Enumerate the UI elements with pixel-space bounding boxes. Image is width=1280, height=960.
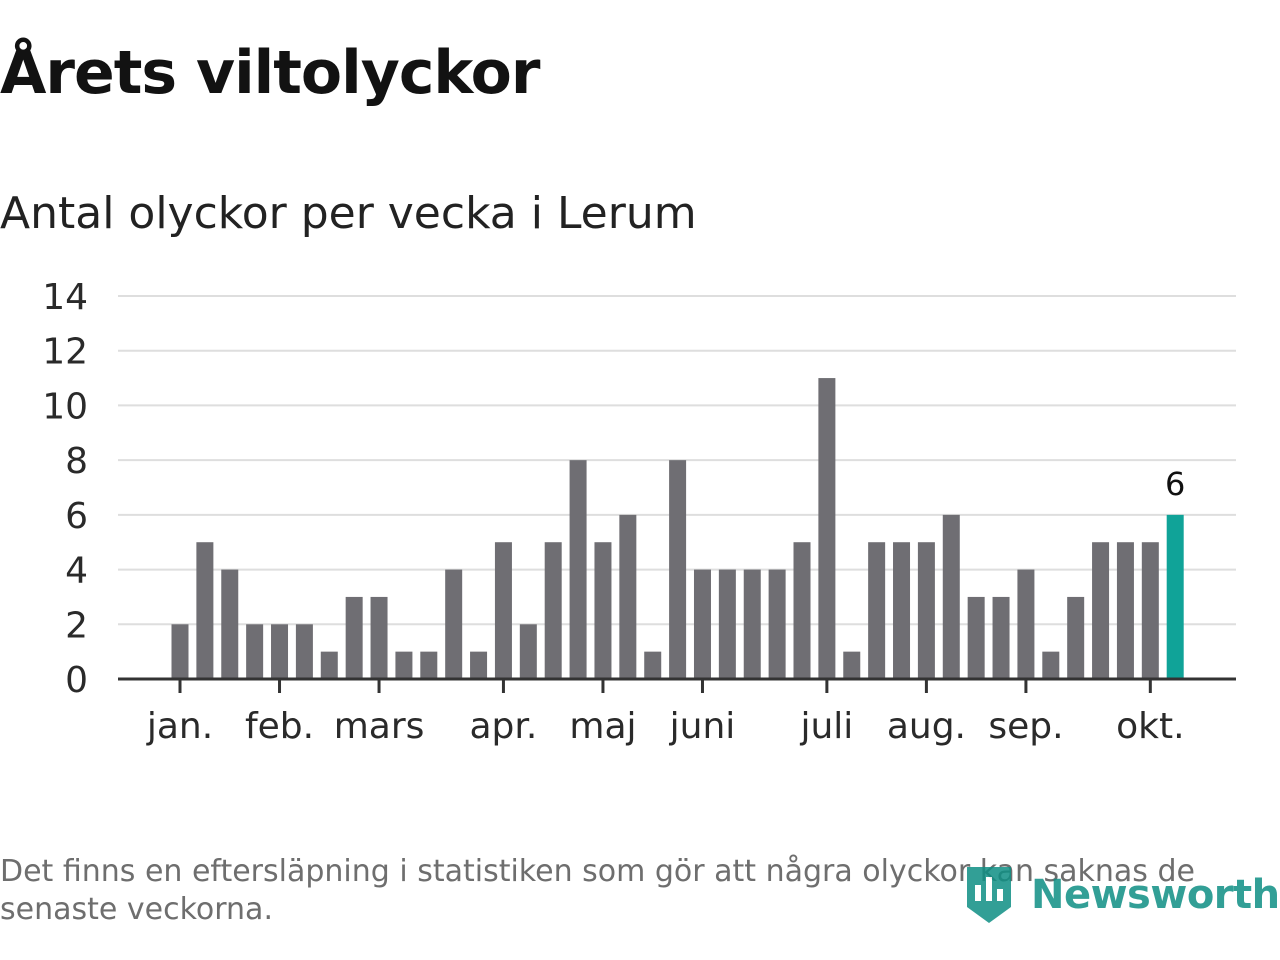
bar-week-29: [868, 542, 886, 679]
bar-week-30: [893, 542, 911, 679]
y-tick-label-2: 2: [65, 605, 88, 646]
bar-week-8: [345, 596, 363, 679]
y-tick-label-12: 12: [42, 332, 88, 373]
x-tick-label-jan: jan.: [146, 706, 213, 747]
bar-week-26: [793, 542, 811, 679]
x-tick-label-juli: juli: [799, 706, 853, 747]
last-bar-value-label: 6: [1165, 465, 1185, 503]
bar-week-32: [942, 514, 960, 679]
bar-week-19: [619, 514, 637, 679]
x-tick-label-apr: apr.: [470, 706, 538, 747]
bar-week-15: [519, 624, 537, 679]
bar-week-24: [743, 569, 761, 679]
bar-week-25: [768, 569, 786, 679]
chart-title: Årets viltolyckor: [0, 38, 540, 108]
chart-subtitle: Antal olyckor per vecka i Lerum: [0, 188, 697, 239]
x-tick-label-aug: aug.: [887, 706, 966, 747]
y-tick-label-4: 4: [65, 551, 88, 592]
x-tick-label-okt: okt.: [1116, 706, 1184, 747]
bar-week-14: [494, 542, 512, 679]
bar-week-2: [196, 542, 214, 679]
y-tick-label-8: 8: [65, 441, 88, 482]
bar-week-17: [569, 460, 587, 679]
bar-week-27: [818, 378, 836, 679]
bar-week-13: [470, 651, 488, 679]
bar-week-35: [1017, 569, 1035, 679]
bar-week-28: [843, 651, 861, 679]
bar-week-11: [420, 651, 438, 679]
bar-week-5: [271, 624, 289, 679]
x-tick-label-juni: juni: [669, 706, 736, 747]
y-tick-label-6: 6: [65, 496, 88, 537]
bar-week-18: [594, 542, 612, 679]
bar-chart: 0 2 4 6 8 10 12 14 6 jan. feb. mars apr. maj juni juli a…: [42, 277, 1236, 747]
bar-week-3: [221, 569, 239, 679]
x-tick-label-mars: mars: [334, 706, 425, 747]
bar-week-20: [644, 651, 662, 679]
bar-week-4: [246, 624, 264, 679]
bar-week-34: [992, 596, 1010, 679]
y-tick-label-14: 14: [42, 277, 88, 318]
bar-week-7: [320, 651, 338, 679]
y-tick-label-0: 0: [65, 660, 88, 701]
bar-week-16: [544, 542, 562, 679]
bar-week-33: [967, 596, 985, 679]
bar-week-36: [1042, 651, 1060, 679]
bar-week-6: [295, 624, 313, 679]
bar-week-31: [917, 542, 935, 679]
bar-week-23: [718, 569, 736, 679]
x-tick-label-maj: maj: [569, 706, 636, 747]
bar-week-22: [693, 569, 711, 679]
bar-week-41: [1166, 514, 1184, 679]
bar-week-1: [171, 624, 189, 679]
bar-week-12: [445, 569, 463, 679]
bar-week-40: [1141, 542, 1159, 679]
bar-week-38: [1092, 542, 1110, 679]
bar-week-21: [669, 460, 687, 679]
x-tick-label-feb: feb.: [245, 706, 314, 747]
bar-chart-badge-icon: [967, 867, 1011, 923]
bar-week-39: [1116, 542, 1134, 679]
logo-text: Newsworthy: [1031, 872, 1280, 918]
newsworthy-logo: Newsworthy: [963, 862, 1280, 928]
bar-week-9: [370, 596, 388, 679]
x-tick-label-sep: sep.: [988, 706, 1063, 747]
y-tick-label-10: 10: [42, 386, 88, 427]
bar-week-37: [1067, 596, 1085, 679]
bar-week-10: [395, 651, 413, 679]
